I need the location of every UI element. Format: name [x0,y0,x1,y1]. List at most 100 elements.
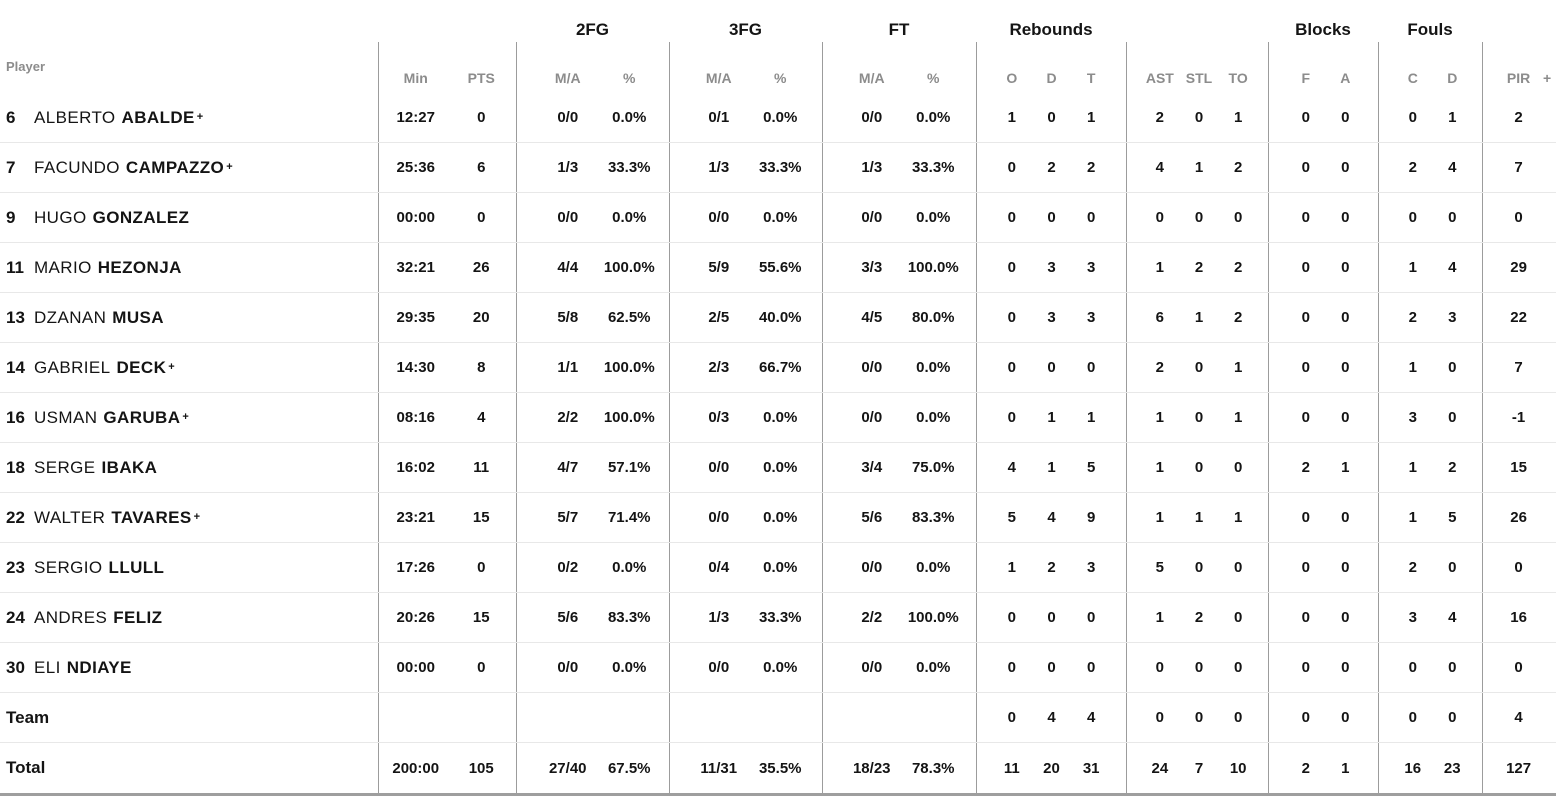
cell-ast: 0 [1155,659,1164,676]
group-label-3fg: 3FG [728,20,763,39]
cell-pir: 127 [1506,759,1532,777]
cell-ft-ma: 3/3 [861,259,883,276]
cell-reb-o: 1 [1007,109,1016,126]
stat-group: 2/3 66.7% [669,343,822,392]
cell-pts: 4 [477,409,486,426]
stat-group: 7 [1482,343,1556,392]
cell-pir: 2 [1514,109,1523,126]
cell-reb-t: 2 [1087,159,1096,176]
stat-group: 18/23 78.3% [822,743,976,793]
player-name[interactable]: ANDRES FELIZ [34,608,162,628]
player-name[interactable]: ELI NDIAYE [34,658,132,678]
stat-group: 1 0 1 [976,93,1126,142]
cell-foul-d: 3 [1448,309,1457,326]
cell-pir: 22 [1510,309,1527,326]
player-name[interactable]: ALBERTO ABALDE + [34,108,203,128]
cell-ft-pct: 100.0% [907,609,959,626]
cell-to: 2 [1233,159,1243,176]
cell-ast: 0 [1155,209,1164,226]
bottom-bar [0,793,1556,796]
player-first-name: ANDRES [34,607,108,627]
cell-foul-c: 0 [1408,659,1417,676]
stat-group: 0 0 0 [976,593,1126,642]
cell-foul-d: 5 [1448,509,1457,526]
cell-foul-d: 2 [1448,459,1457,476]
cell-reb-t: 0 [1087,659,1096,676]
stat-group: 0/0 0.0% [516,193,669,242]
stat-group: 1 2 0 [1126,593,1268,642]
stat-group: 2/5 40.0% [669,293,822,342]
cell-ast: 0 [1155,709,1164,726]
player-first-name: ALBERTO [34,107,116,127]
cell-to: 0 [1233,559,1243,576]
cell-3fg-pct: 0.0% [763,509,798,526]
player-name[interactable]: DZANAN MUSA [34,308,164,328]
cell-stl: 0 [1194,359,1204,376]
player-name[interactable]: SERGE IBAKA [34,458,157,478]
cell-blk-a: 0 [1341,509,1350,526]
cell-ft-ma: 4/5 [861,309,883,326]
stat-group: 4/5 80.0% [822,293,976,342]
stat-group: PIR + [1482,42,1556,93]
player-name[interactable]: SERGIO LLULL [34,558,164,578]
col-reb-t: T [1086,70,1096,86]
cell-3fg-ma: 0/4 [708,559,730,576]
group-label-rebounds: Rebounds [1009,20,1093,39]
stat-group: 24 7 10 [1126,743,1268,793]
player-name[interactable]: WALTER TAVARES + [34,508,200,528]
cell-ft-ma: 5/6 [861,509,883,526]
player-cell: 30 ELI NDIAYE [0,643,378,692]
stat-group: 0/0 0.0% [822,93,976,142]
player-name[interactable]: GABRIEL DECK + [34,358,175,378]
player-first-name: SERGE [34,457,96,477]
player-name[interactable]: HUGO GONZALEZ [34,208,189,228]
cell-ft-ma: 0/0 [861,109,883,126]
cell-pts: 8 [477,359,486,376]
stat-group: 1/3 33.3% [822,143,976,192]
cell-pts: 0 [477,659,486,676]
cell-blk-f: 0 [1301,709,1310,726]
stat-group: 0 3 3 [976,293,1126,342]
cell-stl: 0 [1194,659,1204,676]
cell-foul-d: 1 [1448,109,1457,126]
cell-pts: 0 [477,209,486,226]
cell-stl: 1 [1194,159,1204,176]
starter-mark-icon: + [168,360,175,373]
group-label-ft: FT [888,20,910,39]
stat-group: 14:30 8 [378,343,516,392]
jersey-number: 24 [6,607,25,627]
cell-foul-c: 2 [1408,159,1417,176]
stat-group: 32:21 26 [378,243,516,292]
player-name[interactable]: FACUNDO CAMPAZZO + [34,158,233,178]
cell-2fg-pct: 0.0% [612,559,647,576]
stat-group: 4/7 57.1% [516,443,669,492]
cell-ft-ma: 1/3 [861,159,883,176]
player-name[interactable]: USMAN GARUBA + [34,408,189,428]
player-cell: 18 SERGE IBAKA [0,443,378,492]
row-feliz: 24 ANDRES FELIZ 20:26 15 5/6 83.3% 1/3 33.3% 2/2 1… [0,593,1556,643]
cell-blk-f: 0 [1301,559,1310,576]
cell-pts: 20 [472,309,490,326]
cell-min: 23:21 [396,509,435,526]
cell-to: 1 [1233,109,1243,126]
cell-foul-d: 0 [1448,659,1457,676]
cell-blk-f: 0 [1301,659,1310,676]
stat-group: 2 [1482,93,1556,142]
stat-group: 5/6 83.3% [822,493,976,542]
player-name[interactable]: MARIO HEZONJA [34,258,182,278]
cell-3fg-ma: 0/0 [708,459,730,476]
cell-ast: 2 [1155,359,1164,376]
cell-blk-f: 0 [1301,359,1310,376]
cell-2fg-pct: 100.0% [603,259,655,276]
cell-ft-pct: 100.0% [907,259,959,276]
stat-group: 1 1 1 [1126,493,1268,542]
col-3fg-pct: % [774,70,787,86]
cell-reb-d: 1 [1047,459,1056,476]
stat-group: 0/0 0.0% [822,393,976,442]
